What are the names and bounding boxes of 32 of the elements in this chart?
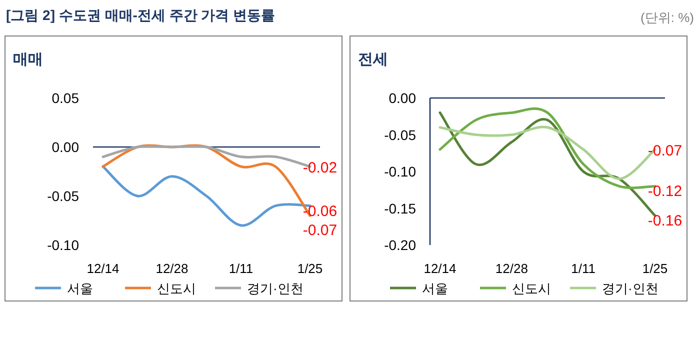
legend-label: 신도시 (157, 281, 196, 296)
y-tick-label: 0.00 (52, 139, 80, 155)
y-tick-label: -0.05 (384, 126, 416, 143)
data-label: -0.12 (648, 183, 682, 200)
legend-label: 경기·인천 (247, 281, 304, 296)
data-label: -0.16 (648, 212, 682, 230)
y-tick-label: 0.00 (388, 90, 416, 106)
y-tick-label: 0.05 (52, 90, 80, 106)
x-tick-label: 12/14 (424, 261, 456, 276)
data-label: -0.07 (648, 142, 682, 160)
y-tick-label: -0.10 (384, 164, 416, 180)
y-tick-label: -0.05 (47, 188, 80, 204)
x-tick-label: 1/11 (228, 261, 254, 276)
text: (단위: %) (640, 10, 694, 25)
data-label: -0.02 (302, 160, 338, 177)
legend-label: 경기·인천 (602, 281, 658, 296)
x-tick-label: 12/28 (495, 261, 528, 276)
y-tick-label: -0.20 (384, 237, 416, 253)
x-tick-label: 12/14 (86, 261, 120, 276)
legend-label: 신도시 (512, 281, 551, 296)
y-tick-label: -0.10 (47, 237, 80, 253)
chart-title: 매매 (13, 51, 43, 68)
x-tick-label: 1/11 (571, 261, 596, 276)
legend-label: 서울 (67, 281, 93, 296)
data-label: -0.07 (302, 222, 338, 239)
x-tick-label: 1/25 (642, 261, 668, 276)
text: [그림 2] 수도권 매매-전세 주간 가격 변동률 (6, 7, 276, 23)
chart-title: 전세 (358, 51, 388, 68)
legend-label: 서울 (422, 281, 448, 296)
x-tick-label: 12/28 (156, 261, 188, 276)
x-tick-label: 1/25 (297, 261, 323, 276)
y-tick-label: -0.15 (384, 200, 416, 216)
